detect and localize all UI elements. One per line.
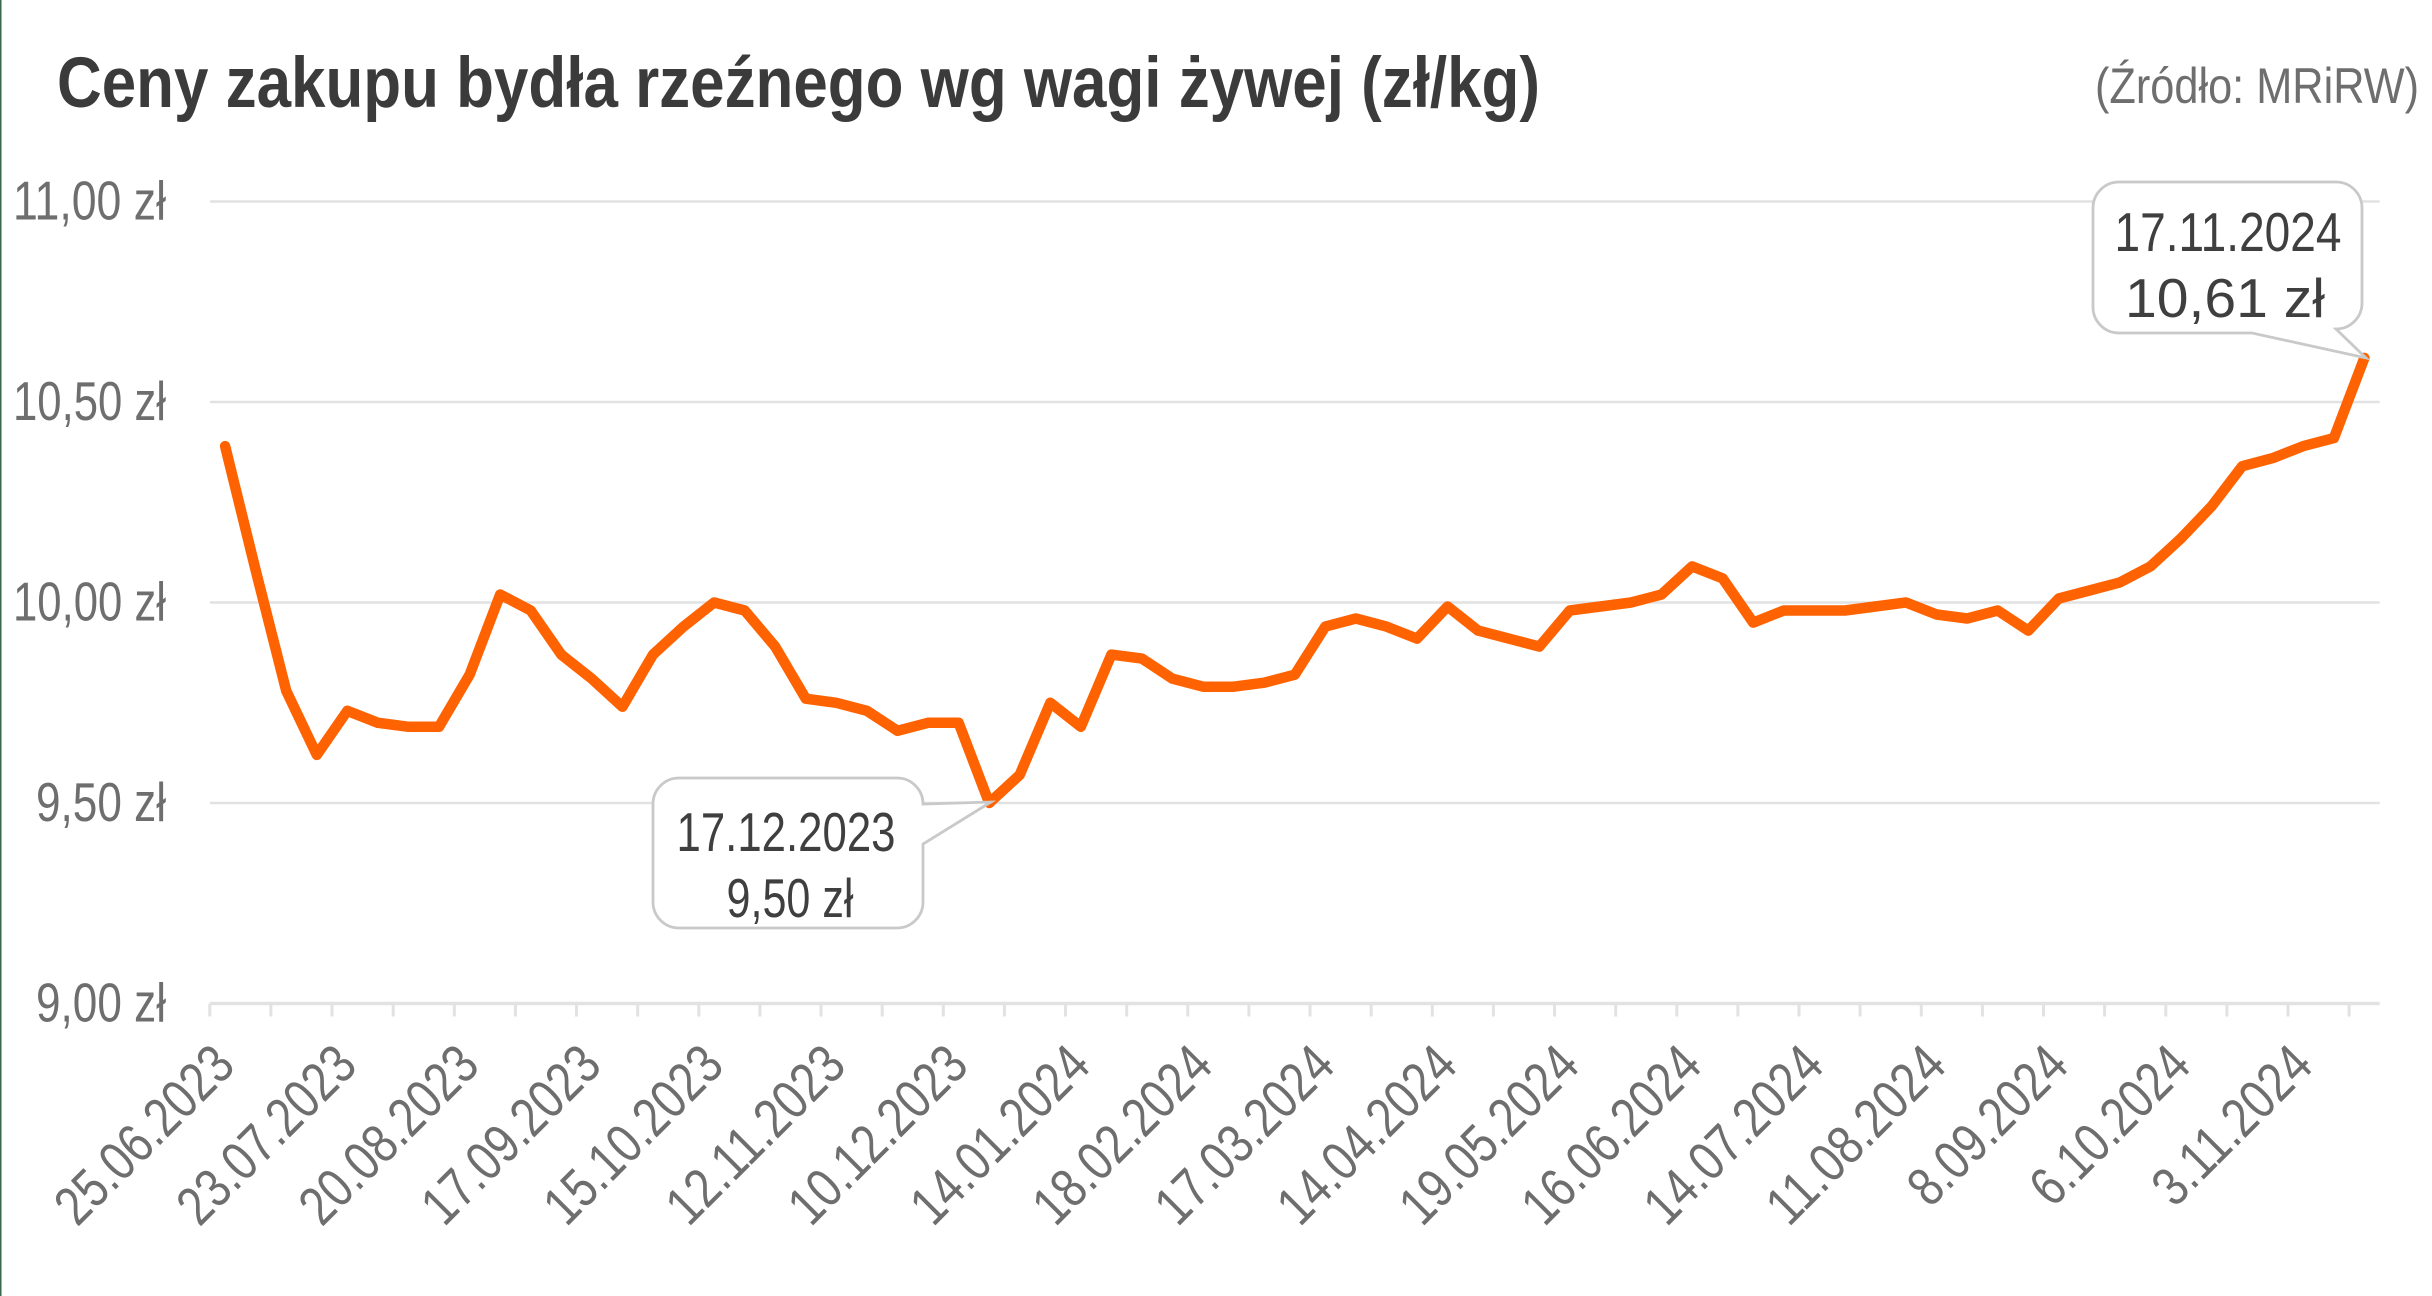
svg-text:17.12.2023: 17.12.2023 <box>677 801 896 863</box>
svg-text:Ceny zakupu bydła rzeźnego wg: Ceny zakupu bydła rzeźnego wg wagi żywej… <box>57 44 1540 123</box>
svg-text:17.11.2024: 17.11.2024 <box>2115 201 2342 263</box>
svg-text:10,61 zł: 10,61 zł <box>2125 267 2325 329</box>
svg-text:9,50 zł: 9,50 zł <box>727 867 854 929</box>
svg-text:10,50 zł: 10,50 zł <box>13 370 166 432</box>
svg-text:9,50 zł: 9,50 zł <box>36 771 166 833</box>
svg-text:10,00 zł: 10,00 zł <box>13 571 166 633</box>
svg-text:11,00 zł: 11,00 zł <box>13 170 166 232</box>
svg-text:(Źródło: MRiRW): (Źródło: MRiRW) <box>2095 58 2419 114</box>
svg-text:9,00 zł: 9,00 zł <box>36 972 166 1034</box>
